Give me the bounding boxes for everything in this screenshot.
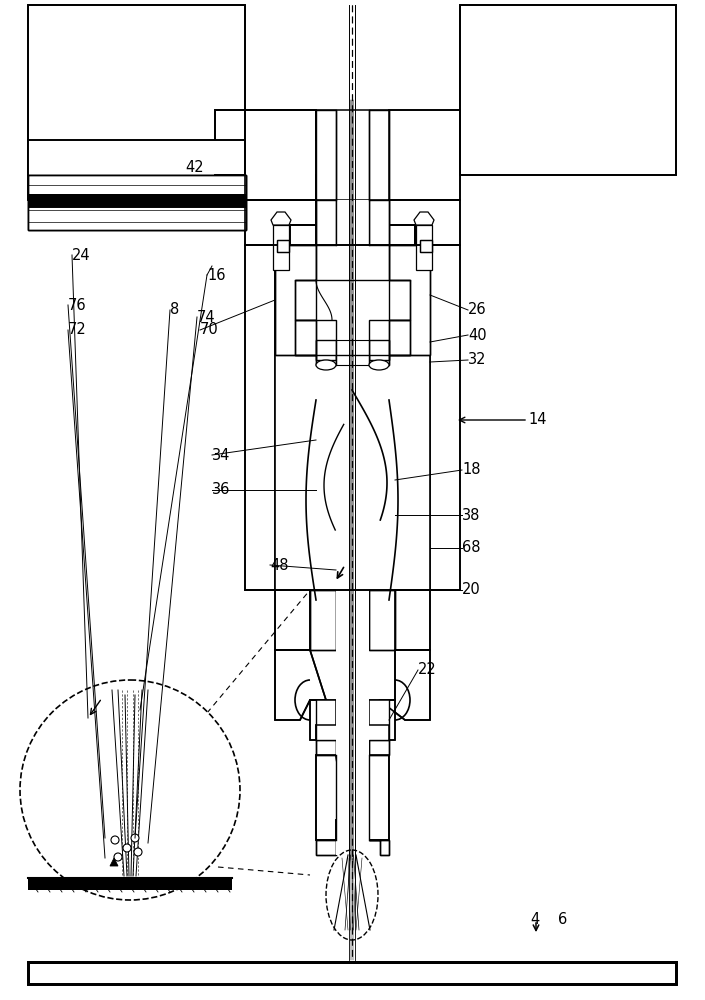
Polygon shape — [245, 110, 316, 200]
Polygon shape — [295, 320, 336, 360]
Text: 22: 22 — [418, 662, 437, 678]
Polygon shape — [316, 200, 336, 245]
Polygon shape — [379, 650, 430, 720]
Polygon shape — [389, 200, 460, 245]
Bar — [336, 590, 369, 855]
Polygon shape — [369, 320, 410, 360]
Circle shape — [131, 834, 139, 842]
Polygon shape — [369, 700, 395, 740]
Text: 70: 70 — [200, 322, 219, 338]
Text: 68: 68 — [462, 540, 481, 556]
Text: 18: 18 — [462, 462, 481, 478]
Bar — [336, 355, 369, 590]
Polygon shape — [310, 590, 336, 650]
Polygon shape — [389, 110, 460, 200]
Polygon shape — [430, 245, 460, 590]
Circle shape — [111, 836, 119, 844]
Text: 36: 36 — [212, 483, 231, 497]
Bar — [316, 700, 389, 740]
Text: 26: 26 — [468, 302, 486, 318]
Polygon shape — [310, 700, 336, 740]
Polygon shape — [271, 212, 291, 225]
Polygon shape — [316, 740, 336, 755]
Bar — [336, 340, 369, 365]
Text: 38: 38 — [462, 508, 480, 522]
Bar — [336, 590, 369, 650]
Polygon shape — [389, 245, 430, 355]
Polygon shape — [28, 5, 245, 175]
Ellipse shape — [369, 360, 389, 370]
Polygon shape — [28, 175, 246, 230]
Circle shape — [114, 853, 122, 861]
Bar — [416, 225, 432, 270]
Polygon shape — [369, 110, 389, 200]
Bar — [420, 240, 432, 252]
Bar — [273, 225, 289, 270]
Polygon shape — [316, 340, 336, 365]
Polygon shape — [245, 245, 275, 590]
Polygon shape — [460, 5, 676, 175]
Polygon shape — [395, 590, 430, 650]
Polygon shape — [316, 755, 344, 840]
Text: 14: 14 — [528, 412, 546, 428]
Circle shape — [123, 844, 131, 852]
Bar — [28, 878, 232, 890]
Ellipse shape — [316, 360, 336, 370]
Polygon shape — [369, 590, 395, 650]
Text: 42: 42 — [185, 160, 204, 176]
Polygon shape — [316, 110, 336, 200]
Bar — [277, 240, 289, 252]
Polygon shape — [275, 650, 326, 720]
Bar — [28, 194, 246, 207]
Polygon shape — [369, 200, 389, 245]
Text: 24: 24 — [72, 247, 91, 262]
Polygon shape — [290, 225, 415, 245]
Polygon shape — [275, 590, 310, 650]
Bar — [28, 175, 246, 230]
Bar — [336, 200, 369, 245]
Polygon shape — [361, 755, 389, 840]
Text: 4: 4 — [530, 912, 539, 928]
Bar — [316, 200, 389, 245]
Text: 32: 32 — [468, 353, 486, 367]
Polygon shape — [110, 858, 118, 866]
Bar — [420, 240, 432, 252]
Text: 20: 20 — [462, 582, 481, 597]
Bar — [277, 240, 289, 252]
Bar — [275, 245, 430, 590]
Polygon shape — [414, 212, 434, 225]
Bar — [316, 110, 389, 200]
Text: 40: 40 — [468, 328, 486, 342]
Text: 16: 16 — [207, 267, 226, 282]
Polygon shape — [369, 840, 389, 855]
Polygon shape — [245, 200, 316, 245]
Text: 8: 8 — [170, 302, 179, 318]
Polygon shape — [369, 340, 389, 365]
Text: 6: 6 — [558, 912, 568, 928]
Text: 48: 48 — [270, 558, 288, 572]
Circle shape — [134, 848, 142, 856]
Bar — [336, 755, 369, 840]
Polygon shape — [245, 110, 340, 200]
Bar — [316, 245, 389, 355]
Polygon shape — [28, 140, 245, 200]
Bar — [420, 240, 432, 252]
Text: 72: 72 — [68, 322, 87, 338]
Polygon shape — [369, 740, 389, 755]
Bar — [277, 240, 289, 252]
Polygon shape — [316, 840, 336, 855]
Polygon shape — [28, 962, 676, 984]
Circle shape — [20, 680, 240, 900]
Ellipse shape — [326, 850, 378, 940]
Text: 76: 76 — [68, 298, 87, 312]
Text: 34: 34 — [212, 448, 231, 462]
Polygon shape — [275, 245, 316, 355]
Text: 74: 74 — [197, 310, 216, 324]
